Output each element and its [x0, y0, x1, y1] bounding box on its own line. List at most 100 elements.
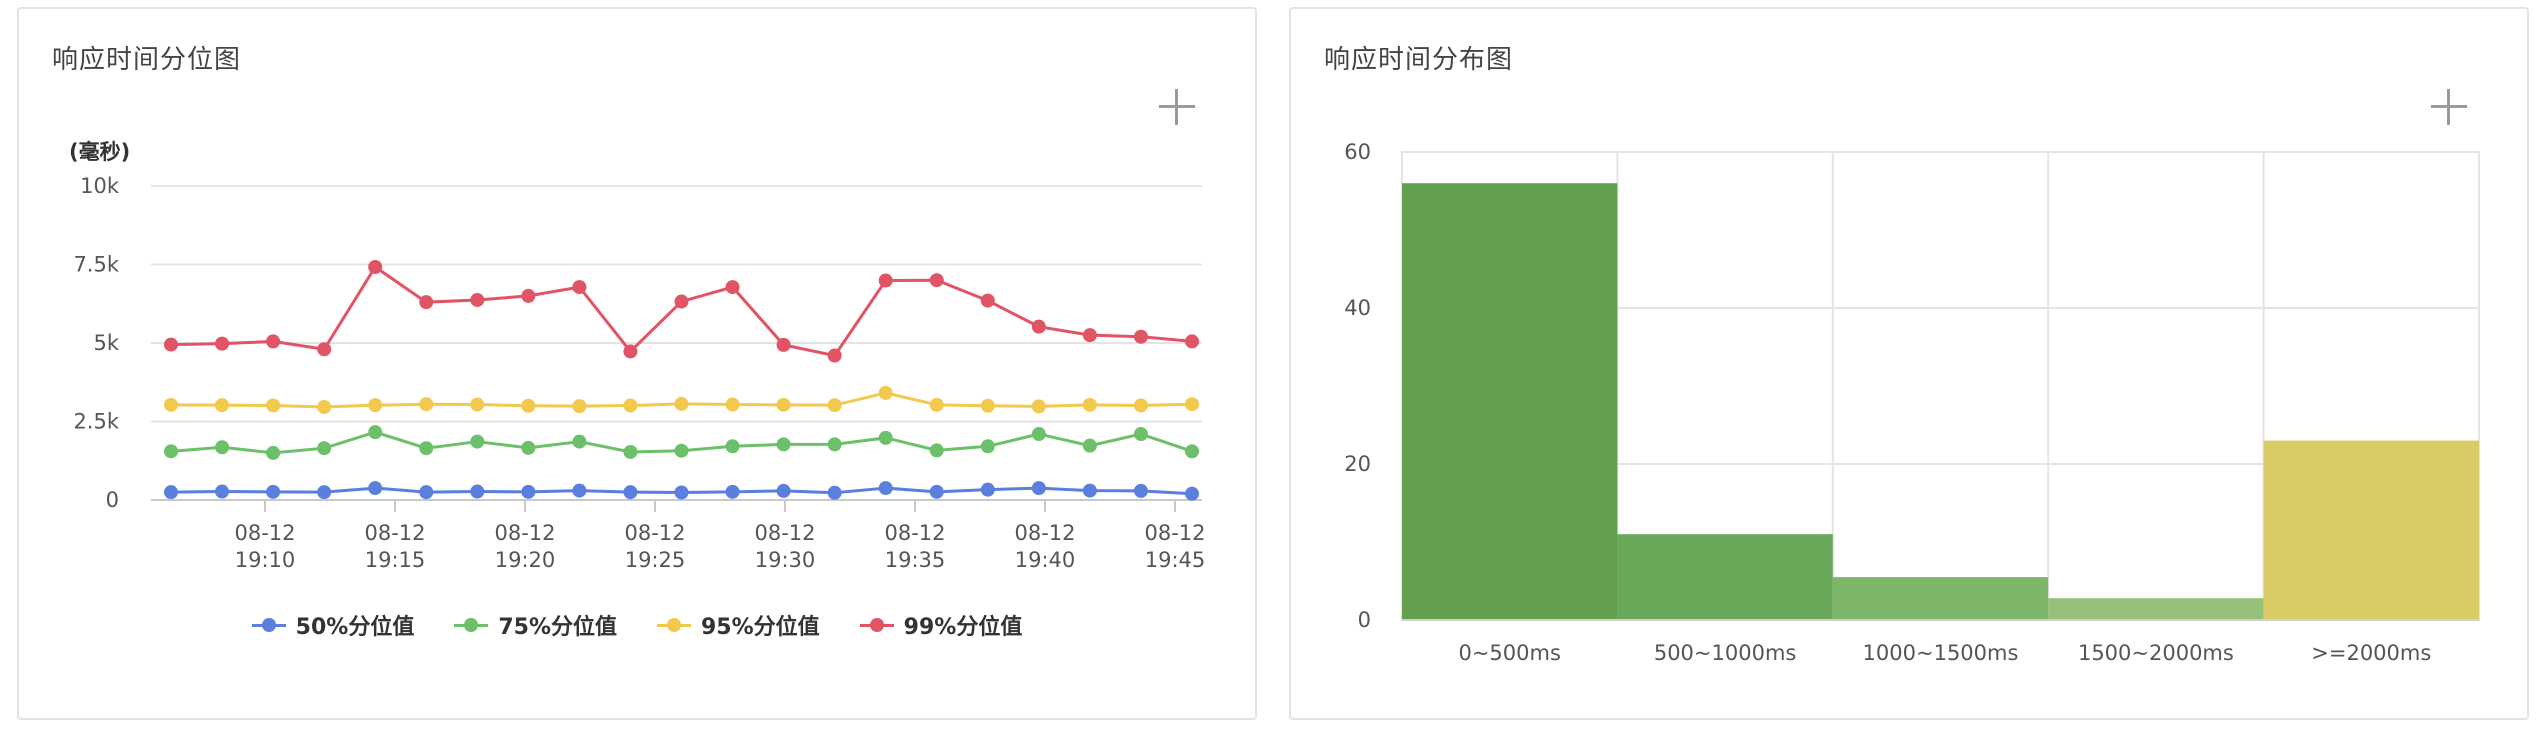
data-point	[1031, 481, 1046, 496]
data-point	[215, 484, 230, 499]
data-point	[623, 344, 638, 359]
data-point	[215, 336, 230, 351]
data-point	[1031, 427, 1046, 442]
data-point	[215, 440, 230, 455]
x-tick-label: 19:25	[625, 548, 686, 572]
data-point	[419, 441, 434, 456]
x-tick-label: 1000~1500ms	[1863, 641, 2019, 665]
data-point	[266, 398, 281, 413]
data-point	[1031, 319, 1046, 334]
bar	[2263, 440, 2479, 620]
data-point	[368, 481, 383, 496]
data-point	[776, 483, 791, 498]
data-point	[623, 485, 638, 500]
data-point	[419, 397, 434, 412]
x-tick-label: 19:15	[365, 548, 426, 572]
bar	[1617, 534, 1833, 620]
x-tick-label: 08-12	[234, 521, 295, 545]
data-point	[878, 273, 893, 288]
legend-label: 95%分位值	[701, 615, 820, 640]
legend-swatch-icon	[454, 615, 489, 635]
legend-item[interactable]: 75%分位值	[454, 609, 617, 641]
data-point	[419, 485, 434, 500]
data-point	[725, 439, 740, 454]
legend-label: 99%分位值	[903, 615, 1023, 640]
legend-swatch-icon	[859, 615, 894, 635]
y-tick-label: 20	[1344, 452, 1371, 476]
percentile-chart-panel: 响应时间分位图 (毫秒) 0 2.5k 5k 7.5k 10k 08-12 19:10 08-1…	[17, 7, 1257, 720]
data-point	[266, 334, 281, 349]
data-point	[929, 443, 944, 458]
data-point	[1133, 483, 1148, 498]
legend-label: 50%分位值	[295, 615, 415, 640]
data-point	[1185, 397, 1199, 412]
x-tick-label: 19:30	[755, 548, 816, 572]
data-point	[623, 444, 638, 459]
data-point	[164, 485, 178, 500]
data-point	[776, 397, 791, 412]
data-point	[266, 445, 281, 460]
data-point	[1082, 397, 1097, 412]
data-point	[929, 484, 944, 499]
data-point	[419, 295, 434, 310]
data-point	[980, 482, 995, 497]
data-point	[725, 484, 740, 499]
x-tick-label: 19:35	[885, 548, 946, 572]
x-tick-label: >=2000ms	[2311, 641, 2431, 665]
data-point	[725, 280, 740, 295]
y-tick-label: 60	[1344, 140, 1371, 164]
data-point	[470, 292, 485, 307]
distribution-chart-panel: 响应时间分布图 0 20 40 60 0~500ms 500~1000ms 1000~150…	[1289, 7, 2529, 720]
data-point	[1185, 444, 1199, 459]
data-point	[674, 396, 689, 411]
data-point	[827, 485, 842, 500]
data-point	[980, 439, 995, 454]
data-point	[470, 434, 485, 449]
bar-chart: 0 20 40 60 0~500ms 500~1000ms 1000~1500ms 1500~…	[1344, 140, 2480, 665]
legend-swatch-icon	[251, 615, 286, 635]
data-point	[317, 400, 332, 415]
plus-icon[interactable]	[2431, 89, 2467, 125]
data-point	[215, 398, 230, 413]
y-tick-label: 7.5k	[73, 253, 119, 277]
data-point	[827, 398, 842, 413]
x-tick-label: 08-12	[1014, 521, 1075, 545]
x-tick-label: 0~500ms	[1458, 641, 1560, 665]
x-tick-label: 08-12	[754, 521, 815, 545]
x-tick-label: 19:40	[1015, 548, 1076, 572]
bar	[1402, 183, 1618, 620]
x-tick-label: 08-12	[1144, 521, 1205, 545]
data-point	[878, 481, 893, 496]
data-point	[368, 425, 383, 440]
data-point	[368, 398, 383, 413]
data-point	[929, 397, 944, 412]
data-point	[1082, 483, 1097, 498]
data-point	[674, 443, 689, 458]
plus-icon[interactable]	[1159, 89, 1195, 125]
legend-item[interactable]: 95%分位值	[657, 609, 820, 641]
data-point	[317, 485, 332, 500]
bar	[2048, 598, 2264, 620]
x-tick-label: 08-12	[884, 521, 945, 545]
data-point	[1133, 427, 1148, 442]
legend-item[interactable]: 50%分位值	[251, 609, 415, 641]
data-point	[572, 483, 587, 498]
data-point	[980, 293, 995, 308]
data-point	[725, 397, 740, 412]
data-point	[521, 288, 536, 303]
data-point	[1031, 399, 1046, 414]
data-point	[674, 485, 689, 500]
legend-item[interactable]: 99%分位值	[859, 609, 1023, 641]
line-chart: (毫秒) 0 2.5k 5k 7.5k 10k 08-12 19:10 08-12 19:15 08…	[69, 140, 1206, 572]
y-tick-label: 0	[1358, 608, 1371, 632]
panel-title: 响应时间分布图	[1324, 45, 1514, 75]
x-tick-label: 08-12	[364, 521, 425, 545]
x-tick-label: 500~1000ms	[1654, 641, 1797, 665]
data-point	[521, 398, 536, 413]
data-point	[776, 437, 791, 452]
legend-label: 75%分位值	[498, 615, 617, 640]
data-point	[470, 397, 485, 412]
data-point	[827, 348, 842, 363]
x-tick-label: 08-12	[494, 521, 555, 545]
x-tick-label: 1500~2000ms	[2078, 641, 2234, 665]
